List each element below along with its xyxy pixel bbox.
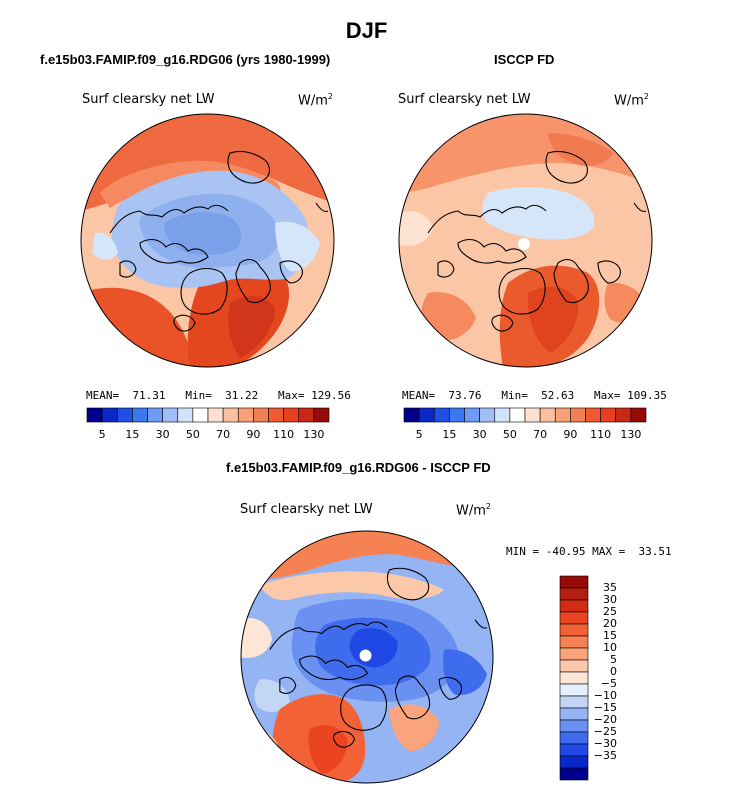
colorbar-tick-label: 5 xyxy=(98,428,106,441)
colorbar-swatch xyxy=(479,407,496,423)
colorbar-swatch xyxy=(464,407,480,423)
colorbar-swatch xyxy=(449,407,465,423)
colorbar-tick-label: 10 xyxy=(603,641,617,654)
colorbar-swatch xyxy=(177,407,194,423)
colorbar-tick-label: 30 xyxy=(472,428,487,441)
panel-1-stats: MEAN= 71.31 Min= 31.22 Max= 129.56 xyxy=(86,389,351,402)
panel-1-colorbar-ticks: 5 15 30 50 70 90 110 130 xyxy=(87,428,329,442)
panel-1-polar-map xyxy=(80,113,335,368)
colorbar-tick-label: 130 xyxy=(303,428,325,441)
colorbar-swatch xyxy=(101,407,118,423)
colorbar-tick-label: 30 xyxy=(603,593,617,606)
colorbar-tick-label: 15 xyxy=(603,629,617,642)
colorbar-tick-label: 5 xyxy=(610,653,617,666)
colorbar-tick-label: 110 xyxy=(273,428,295,441)
colorbar-tick-label: −25 xyxy=(593,725,617,738)
colorbar-tick-label: 50 xyxy=(502,428,517,441)
panel-2-field-label: Surf clearsky net LW xyxy=(398,92,531,107)
colorbar-swatch xyxy=(207,407,224,423)
colorbar-tick-label: −5 xyxy=(600,677,617,690)
panel-3-colorbar xyxy=(559,575,589,781)
page-title: DJF xyxy=(345,18,388,43)
colorbar-swatch xyxy=(494,407,511,423)
colorbar-swatch xyxy=(162,407,179,423)
panel-1-field-label: Surf clearsky net LW xyxy=(82,92,215,107)
colorbar-swatch xyxy=(86,407,103,423)
colorbar-tick-label: 110 xyxy=(590,428,612,441)
colorbar-tick-label: 5 xyxy=(415,428,423,441)
panel-2-heading: ISCCP FD xyxy=(494,52,555,67)
colorbar-swatch xyxy=(403,407,420,423)
colorbar-swatch xyxy=(559,767,589,781)
colorbar-tick-label: 15 xyxy=(442,428,457,441)
colorbar-tick-label: 50 xyxy=(185,428,200,441)
panel-2-colorbar-ticks: 5 15 30 50 70 90 110 130 xyxy=(404,428,646,442)
colorbar-swatch xyxy=(433,407,450,423)
colorbar-tick-label: 35 xyxy=(603,581,617,594)
panel-1-heading: f.e15b03.FAMIP.f09_g16.RDG06 (yrs 1980-1… xyxy=(40,52,331,67)
colorbar-swatch xyxy=(268,407,284,423)
panel-3-heading: f.e15b03.FAMIP.f09_g16.RDG06 - ISCCP FD xyxy=(226,460,491,475)
panel-1-colorbar xyxy=(86,407,330,423)
colorbar-swatch xyxy=(237,407,254,423)
colorbar-tick-label: −10 xyxy=(593,689,617,702)
colorbar-tick-label: −20 xyxy=(593,713,617,726)
colorbar-swatch xyxy=(615,407,632,423)
panel-3-field-label: Surf clearsky net LW xyxy=(240,502,373,517)
colorbar-swatch xyxy=(585,407,601,423)
colorbar-tick-label: 30 xyxy=(155,428,170,441)
panel-2-units: W/m2 xyxy=(614,92,649,109)
panel-2-stats: MEAN= 73.76 Min= 52.63 Max= 109.35 xyxy=(402,389,667,402)
colorbar-tick-label: 70 xyxy=(216,428,231,441)
colorbar-swatch xyxy=(253,407,269,423)
colorbar-tick-label: 15 xyxy=(125,428,140,441)
panel-2-polar-map xyxy=(398,113,653,368)
colorbar-tick-label: 90 xyxy=(563,428,578,441)
panel-3-colorbar-ticks: 35 30 25 20 15 10 5 0 −5 −10 −15 −20 −25 −30 −35 xyxy=(583,576,623,780)
colorbar-swatch xyxy=(147,407,163,423)
colorbar-tick-label: 25 xyxy=(603,605,617,618)
colorbar-swatch xyxy=(630,407,647,423)
colorbar-tick-label: −15 xyxy=(593,701,617,714)
panel-3-units: W/m2 xyxy=(456,502,491,519)
colorbar-swatch xyxy=(192,407,209,423)
colorbar-tick-label: 70 xyxy=(533,428,548,441)
colorbar-swatch xyxy=(313,407,330,423)
colorbar-swatch xyxy=(600,407,617,423)
colorbar-tick-label: −30 xyxy=(593,737,617,750)
colorbar-tick-label: 90 xyxy=(246,428,261,441)
colorbar-tick-label: 20 xyxy=(603,617,617,630)
colorbar-swatch xyxy=(283,407,300,423)
panel-1-units: W/m2 xyxy=(298,92,333,109)
colorbar-swatch xyxy=(539,407,556,423)
colorbar-swatch xyxy=(418,407,435,423)
panel-3-polar-map xyxy=(240,530,494,784)
colorbar-swatch xyxy=(116,407,133,423)
colorbar-swatch xyxy=(132,407,148,423)
colorbar-swatch xyxy=(570,407,586,423)
colorbar-swatch xyxy=(298,407,315,423)
panel-2-colorbar xyxy=(403,407,647,423)
colorbar-swatch xyxy=(222,407,239,423)
colorbar-swatch xyxy=(554,407,571,423)
colorbar-tick-label: 130 xyxy=(620,428,642,441)
colorbar-swatch xyxy=(524,407,541,423)
colorbar-swatch xyxy=(509,407,526,423)
panel-3-stats: MIN = -40.95 MAX = 33.51 xyxy=(506,545,672,558)
colorbar-tick-label: −35 xyxy=(593,749,617,762)
colorbar-tick-label: 0 xyxy=(610,665,617,678)
